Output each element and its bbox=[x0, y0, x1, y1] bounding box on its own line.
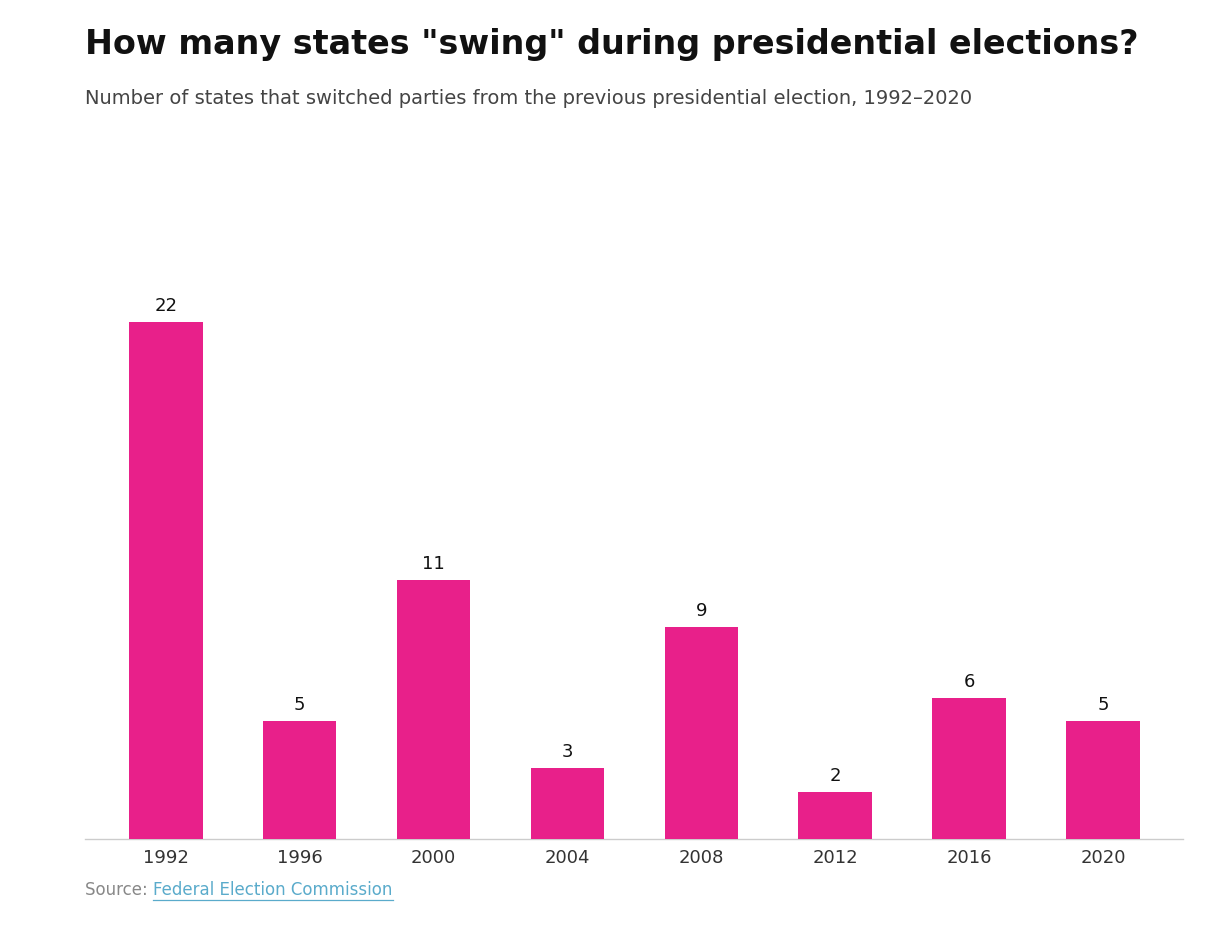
Bar bbox=[396, 581, 471, 839]
Text: 5: 5 bbox=[294, 696, 305, 714]
Text: 2: 2 bbox=[830, 767, 841, 785]
Text: 3: 3 bbox=[561, 744, 573, 761]
Text: How many states "swing" during presidential elections?: How many states "swing" during president… bbox=[85, 28, 1139, 61]
Text: 11: 11 bbox=[422, 555, 445, 573]
Bar bbox=[798, 792, 872, 839]
Text: 9: 9 bbox=[695, 602, 708, 621]
Bar bbox=[262, 721, 337, 839]
Text: Federal Election Commission: Federal Election Commission bbox=[154, 882, 393, 899]
Bar bbox=[1066, 721, 1139, 839]
Bar bbox=[129, 322, 203, 839]
Bar bbox=[665, 627, 738, 839]
Text: 5: 5 bbox=[1097, 696, 1109, 714]
Bar bbox=[932, 698, 1006, 839]
Text: 22: 22 bbox=[154, 297, 177, 315]
Text: Number of states that switched parties from the previous presidential election, : Number of states that switched parties f… bbox=[85, 89, 972, 107]
Text: Source:: Source: bbox=[85, 882, 154, 899]
Text: 6: 6 bbox=[964, 673, 975, 691]
Bar bbox=[531, 768, 604, 839]
